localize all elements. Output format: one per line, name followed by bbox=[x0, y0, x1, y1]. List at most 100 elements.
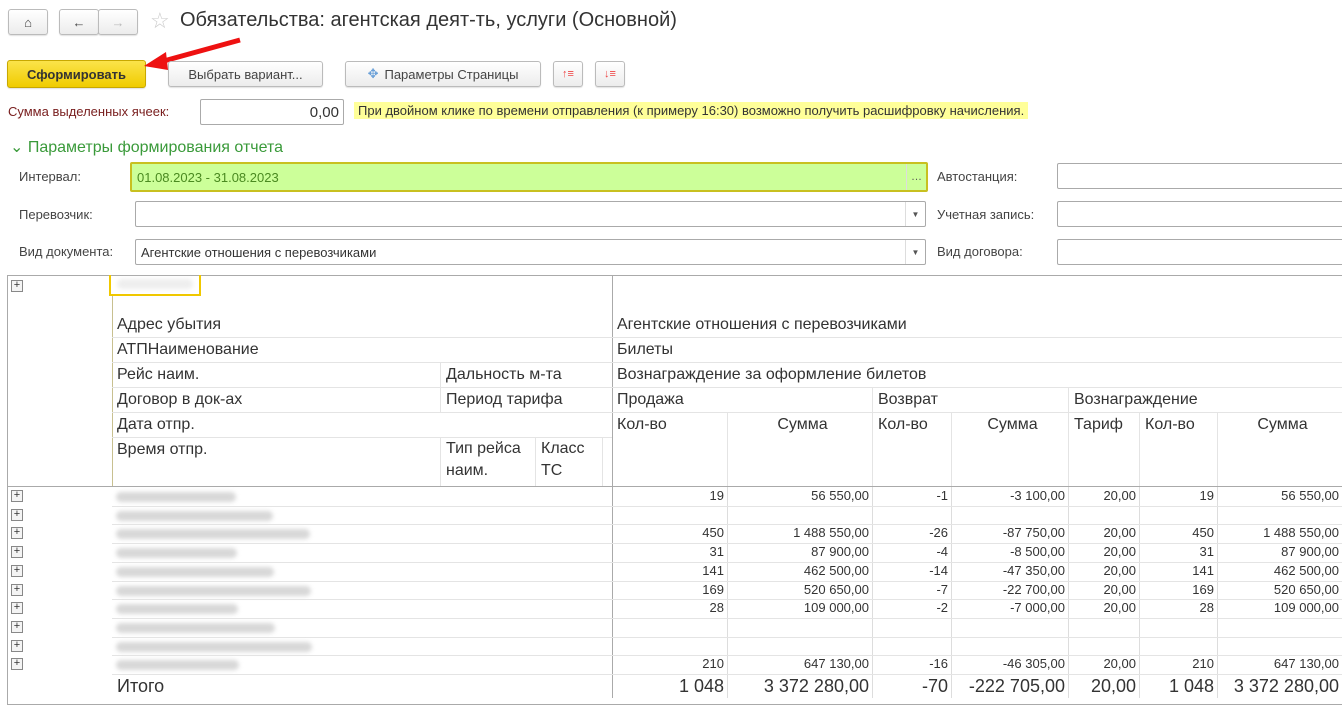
doc-type-field[interactable]: Агентские отношения с перевозчиками ▼ bbox=[135, 239, 926, 265]
header-reward: Вознаграждение bbox=[1068, 388, 1342, 413]
cell[interactable]: -87 750,00 bbox=[1002, 525, 1065, 541]
row-name-blurred bbox=[116, 604, 238, 615]
expand-icon[interactable]: + bbox=[11, 508, 23, 521]
header-date: Дата отпр. bbox=[112, 413, 612, 438]
cell[interactable]: 109 000,00 bbox=[1273, 600, 1339, 616]
contract-type-label: Вид договора: bbox=[937, 244, 1023, 259]
cell[interactable]: 1 488 550,00 bbox=[1263, 525, 1339, 541]
star-icon[interactable]: ☆ bbox=[150, 8, 170, 33]
contract-type-field[interactable] bbox=[1057, 239, 1342, 265]
dropdown-icon[interactable]: ▼ bbox=[905, 240, 925, 264]
generate-button[interactable]: Сформировать bbox=[7, 60, 146, 88]
ellipsis-button[interactable]: … bbox=[906, 164, 926, 190]
account-field[interactable] bbox=[1057, 201, 1342, 227]
cell[interactable]: 87 900,00 bbox=[811, 544, 869, 560]
interval-field[interactable]: 01.08.2023 - 31.08.2023… bbox=[130, 162, 928, 192]
back-button[interactable]: ← bbox=[59, 9, 99, 35]
selected-cell[interactable] bbox=[109, 275, 201, 296]
cell[interactable]: 647 130,00 bbox=[803, 656, 869, 672]
total-cell[interactable]: 3 372 280,00 bbox=[763, 676, 869, 696]
cell[interactable]: 28 bbox=[1199, 600, 1214, 616]
cell[interactable]: 169 bbox=[1192, 581, 1214, 597]
sort-ascending-button[interactable]: ↑≡ bbox=[553, 61, 583, 87]
cell[interactable]: 31 bbox=[709, 544, 724, 560]
sort-descending-button[interactable]: ↓≡ bbox=[595, 61, 625, 87]
carrier-field[interactable]: ▼ bbox=[135, 201, 926, 227]
cell[interactable]: 20,00 bbox=[1103, 656, 1136, 672]
cell[interactable]: 20,00 bbox=[1103, 581, 1136, 597]
expand-icon[interactable]: + bbox=[11, 527, 23, 540]
expand-icon[interactable]: + bbox=[11, 583, 23, 596]
expand-icon[interactable]: + bbox=[11, 564, 23, 577]
cell[interactable]: 19 bbox=[1199, 488, 1214, 503]
cell[interactable]: 20,00 bbox=[1103, 488, 1136, 503]
header-qty: Кол-во bbox=[872, 413, 951, 486]
cell[interactable]: 20,00 bbox=[1103, 562, 1136, 578]
choose-variant-button[interactable]: Выбрать вариант... bbox=[168, 61, 323, 87]
cell[interactable]: -4 bbox=[936, 544, 948, 560]
cell[interactable]: -1 bbox=[936, 488, 948, 503]
cell[interactable]: 520 650,00 bbox=[1273, 581, 1339, 597]
cell[interactable]: -2 bbox=[936, 600, 948, 616]
cell[interactable]: -26 bbox=[929, 525, 948, 541]
cell[interactable]: -14 bbox=[929, 562, 948, 578]
expand-icon[interactable]: + bbox=[11, 639, 23, 652]
cell[interactable]: 28 bbox=[709, 600, 724, 616]
total-cell[interactable]: 1 048 bbox=[1168, 676, 1214, 696]
header-fee: Вознаграждение за оформление билетов bbox=[612, 363, 1342, 388]
dropdown-icon[interactable]: ▼ bbox=[905, 202, 925, 226]
total-cell[interactable]: 1 048 bbox=[678, 676, 724, 696]
cell[interactable]: -22 700,00 bbox=[1002, 581, 1065, 597]
expand-icon[interactable]: + bbox=[11, 280, 23, 292]
cell[interactable]: -7 bbox=[936, 581, 948, 597]
cell[interactable]: 1 488 550,00 bbox=[793, 525, 869, 541]
cell[interactable]: 87 900,00 bbox=[1281, 544, 1339, 560]
cell[interactable]: 20,00 bbox=[1103, 600, 1136, 616]
cell[interactable]: 450 bbox=[702, 525, 724, 541]
interval-label: Интервал: bbox=[19, 169, 81, 184]
total-cell[interactable]: 3 372 280,00 bbox=[1233, 676, 1339, 696]
cell[interactable]: -46 305,00 bbox=[1002, 656, 1065, 672]
station-label: Автостанция: bbox=[937, 169, 1018, 184]
total-cell[interactable]: 20,00 bbox=[1090, 676, 1136, 696]
cell[interactable]: 210 bbox=[702, 656, 724, 672]
cell[interactable]: -8 500,00 bbox=[1010, 544, 1065, 560]
expand-icon[interactable]: + bbox=[11, 490, 23, 502]
expand-icon[interactable]: + bbox=[11, 602, 23, 615]
home-button[interactable]: ⌂ bbox=[8, 9, 48, 35]
cell[interactable]: 31 bbox=[1199, 544, 1214, 560]
cell[interactable]: 56 550,00 bbox=[811, 488, 869, 503]
header-arrival: Адрес убытия bbox=[112, 313, 612, 338]
forward-button[interactable]: → bbox=[98, 9, 138, 35]
page-params-button[interactable]: ✥ Параметры Страницы bbox=[345, 61, 541, 87]
cell[interactable]: 450 bbox=[1192, 525, 1214, 541]
cell[interactable]: 210 bbox=[1192, 656, 1214, 672]
carrier-label: Перевозчик: bbox=[19, 207, 93, 222]
cell[interactable]: 109 000,00 bbox=[803, 600, 869, 616]
params-section-toggle[interactable]: ⌄ Параметры формирования отчета bbox=[10, 139, 284, 156]
cell[interactable]: 19 bbox=[709, 488, 724, 503]
expand-icon[interactable]: + bbox=[11, 658, 23, 671]
cell[interactable]: 141 bbox=[1192, 562, 1214, 578]
row-name-blurred bbox=[116, 529, 310, 540]
cell[interactable]: 520 650,00 bbox=[803, 581, 869, 597]
cell[interactable]: 462 500,00 bbox=[803, 562, 869, 578]
cell[interactable]: 56 550,00 bbox=[1281, 488, 1339, 503]
station-field[interactable] bbox=[1057, 163, 1342, 189]
cell[interactable]: 20,00 bbox=[1103, 544, 1136, 560]
expand-icon[interactable]: + bbox=[11, 620, 23, 633]
sum-field[interactable]: 0,00 bbox=[200, 99, 344, 125]
cell[interactable]: 20,00 bbox=[1103, 525, 1136, 541]
cell[interactable]: -3 100,00 bbox=[1010, 488, 1065, 503]
cell[interactable]: 169 bbox=[702, 581, 724, 597]
cell[interactable]: -16 bbox=[929, 656, 948, 672]
cell[interactable]: 647 130,00 bbox=[1273, 656, 1339, 672]
expand-icon[interactable]: + bbox=[11, 546, 23, 559]
cell[interactable]: -7 000,00 bbox=[1010, 600, 1065, 616]
total-cell[interactable]: -222 705,00 bbox=[968, 676, 1065, 696]
arrow-left-icon: ← bbox=[72, 14, 86, 30]
cell[interactable]: -47 350,00 bbox=[1002, 562, 1065, 578]
total-cell[interactable]: -70 bbox=[921, 676, 948, 696]
cell[interactable]: 462 500,00 bbox=[1273, 562, 1339, 578]
cell[interactable]: 141 bbox=[702, 562, 724, 578]
